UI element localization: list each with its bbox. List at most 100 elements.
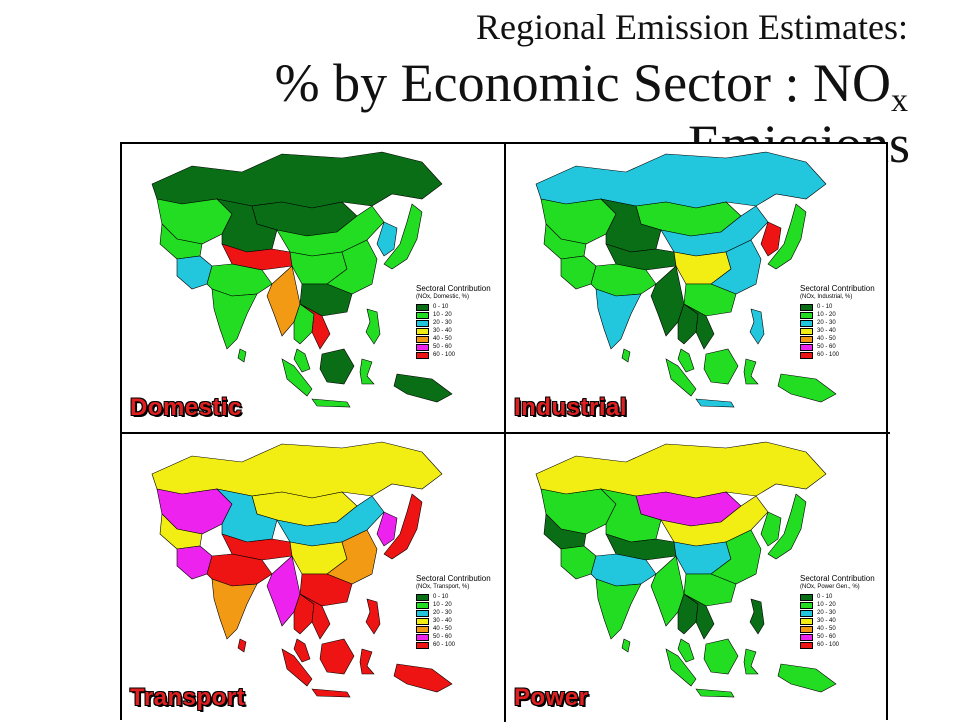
legend-item: 40 - 50 xyxy=(800,625,875,633)
legend-swatch xyxy=(416,617,429,625)
legend-item: 10 - 20 xyxy=(800,311,875,319)
region-sumatra xyxy=(281,358,313,397)
legend-subtitle: (NOx, Domestic, %) xyxy=(416,294,470,300)
panel-label: Transport xyxy=(130,684,246,711)
region-india-south xyxy=(595,288,642,350)
legend-subtitle: (NOx, Industrial, %) xyxy=(800,294,853,300)
region-japan xyxy=(383,203,423,270)
legend-item: 40 - 50 xyxy=(416,625,491,633)
region-papua xyxy=(777,373,837,403)
legend-item: 50 - 60 xyxy=(416,343,491,351)
region-malaysia xyxy=(677,348,695,373)
legend-swatch xyxy=(800,601,813,609)
legend-swatch xyxy=(800,617,813,625)
legend-swatch xyxy=(416,351,429,359)
legend-subtitle: (NOx, Transport, %) xyxy=(416,584,470,590)
legend-swatch xyxy=(800,641,813,649)
region-korea xyxy=(376,221,398,257)
title-line-2-text: % by Economic Sector : NO xyxy=(274,53,891,113)
legend: Sectoral Contribution (NOx, Power Gen., %… xyxy=(800,574,875,649)
region-korea xyxy=(760,221,782,257)
choropleth-map xyxy=(535,151,837,408)
legend-swatch xyxy=(416,335,429,343)
legend-range-label: 60 - 100 xyxy=(817,641,840,648)
legend-range-label: 20 - 30 xyxy=(817,319,836,326)
legend-item: 10 - 20 xyxy=(416,311,491,319)
slide-title: Regional Emission Estimates: % by Econom… xyxy=(0,0,960,174)
legend-swatch xyxy=(416,593,429,601)
choropleth-map xyxy=(151,441,453,698)
region-malaysia xyxy=(677,638,695,663)
region-burma xyxy=(266,555,301,627)
legend-swatch xyxy=(800,343,813,351)
region-eastchina xyxy=(710,529,762,585)
legend-swatch xyxy=(416,343,429,351)
region-indochina xyxy=(683,303,715,350)
legend-item: 30 - 40 xyxy=(800,327,875,335)
region-srilanka xyxy=(621,638,631,653)
legend-title: Sectoral Contribution xyxy=(416,284,491,293)
legend-range-label: 20 - 30 xyxy=(433,319,452,326)
region-burma xyxy=(266,265,301,337)
legend-swatch xyxy=(800,319,813,327)
region-india-south xyxy=(595,578,642,640)
legend-range-label: 10 - 20 xyxy=(433,601,452,608)
region-sulawesi xyxy=(359,358,375,385)
horizontal-divider xyxy=(122,432,890,434)
legend-range-label: 50 - 60 xyxy=(433,633,452,640)
legend-swatch xyxy=(416,641,429,649)
region-indochina xyxy=(299,593,331,640)
legend-range-label: 40 - 50 xyxy=(817,335,836,342)
legend-item: 10 - 20 xyxy=(800,601,875,609)
legend-item: 0 - 10 xyxy=(416,303,491,311)
legend-swatch xyxy=(416,633,429,641)
region-russia xyxy=(151,151,443,209)
legend-item: 60 - 100 xyxy=(800,351,875,359)
region-japan xyxy=(767,203,807,270)
legend-range-label: 50 - 60 xyxy=(433,343,452,350)
legend-title: Sectoral Contribution xyxy=(800,284,875,293)
panel-transport: Sectoral Contribution (NOx, Transport, %)… xyxy=(122,434,504,722)
panel-label: Domestic xyxy=(130,394,243,421)
legend-range-label: 0 - 10 xyxy=(433,303,449,310)
legend-swatch xyxy=(800,351,813,359)
legend-swatch xyxy=(416,625,429,633)
region-india-south xyxy=(211,288,258,350)
legend-item: 50 - 60 xyxy=(800,343,875,351)
legend-item: 10 - 20 xyxy=(416,601,491,609)
legend-item: 40 - 50 xyxy=(800,335,875,343)
region-java xyxy=(695,688,735,698)
region-sulawesi xyxy=(359,648,375,675)
region-philippines xyxy=(749,598,765,635)
legend-range-label: 40 - 50 xyxy=(433,625,452,632)
legend-item: 60 - 100 xyxy=(416,641,491,649)
region-eastchina xyxy=(326,529,378,585)
region-sulawesi xyxy=(743,648,759,675)
legend-range-label: 30 - 40 xyxy=(817,617,836,624)
title-line-2: % by Economic Sector : NOx xyxy=(275,52,908,120)
region-borneo xyxy=(703,348,739,385)
region-korea xyxy=(376,511,398,547)
legend-range-label: 10 - 20 xyxy=(433,311,452,318)
title-subscript: x xyxy=(891,82,908,119)
legend-range-label: 0 - 10 xyxy=(817,593,833,600)
legend-range-label: 20 - 30 xyxy=(817,609,836,616)
region-srilanka xyxy=(237,348,247,363)
region-india-south xyxy=(211,578,258,640)
legend-item: 20 - 30 xyxy=(800,609,875,617)
legend: Sectoral Contribution (NOx, Domestic, %) 0… xyxy=(416,284,491,359)
region-eastchina xyxy=(326,239,378,295)
legend-item: 50 - 60 xyxy=(800,633,875,641)
legend-title: Sectoral Contribution xyxy=(416,574,491,583)
region-philippines xyxy=(749,308,765,345)
legend-item: 40 - 50 xyxy=(416,335,491,343)
legend-swatch xyxy=(800,335,813,343)
region-sulawesi xyxy=(743,358,759,385)
region-indochina xyxy=(683,593,715,640)
panel-label: Power xyxy=(514,684,589,711)
region-malaysia xyxy=(293,348,311,373)
legend-item: 50 - 60 xyxy=(416,633,491,641)
legend-item: 0 - 10 xyxy=(416,593,491,601)
region-russia xyxy=(535,151,827,209)
legend: Sectoral Contribution (NOx, Industrial, %… xyxy=(800,284,875,359)
